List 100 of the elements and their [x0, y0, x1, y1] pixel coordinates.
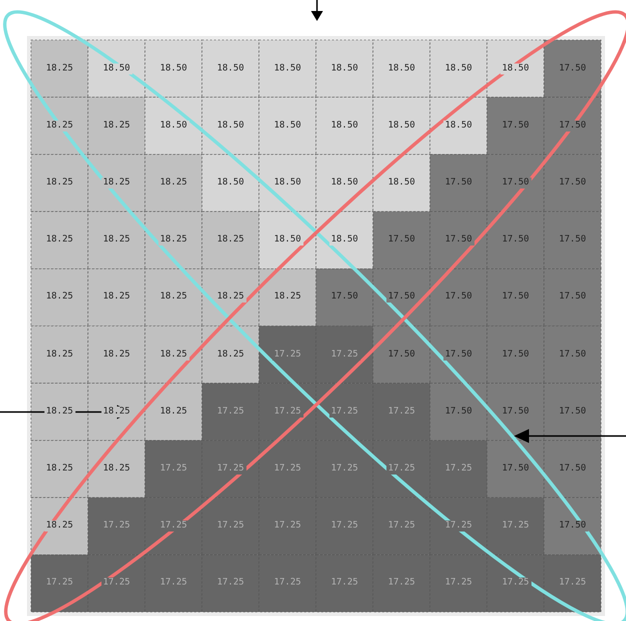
data-label: 18.25 — [100, 464, 132, 474]
data-label: 17.25 — [158, 520, 190, 532]
data-label: 18.50 — [328, 63, 360, 74]
data-label: 17.25 — [442, 520, 474, 532]
data-label: 17.25 — [328, 520, 360, 532]
data-label: 18.25 — [44, 63, 76, 74]
data-label: 17.50 — [556, 292, 588, 303]
data-label: 18.50 — [386, 178, 418, 188]
data-label: 18.50 — [272, 234, 304, 246]
data-label: 17.50 — [556, 464, 588, 474]
data-label: 18.50 — [386, 120, 418, 132]
data-label: 17.25 — [386, 520, 418, 532]
data-label: 17.50 — [442, 406, 474, 418]
data-label: 17.50 — [500, 349, 532, 360]
data-label: 17.25 — [556, 578, 588, 589]
data-label: 17.25 — [386, 406, 418, 418]
data-label: 18.50 — [386, 63, 418, 74]
data-label: 18.25 — [44, 120, 76, 132]
data-label: 17.25 — [100, 578, 132, 589]
data-label: 18.50 — [214, 63, 246, 74]
data-label: 17.25 — [500, 520, 532, 532]
data-label: 17.50 — [500, 406, 532, 418]
data-label: 17.50 — [500, 120, 532, 132]
data-label: 18.25 — [44, 464, 76, 474]
data-label: 18.25 — [44, 234, 76, 246]
data-label: 18.50 — [272, 63, 304, 74]
data-label: 17.25 — [442, 578, 474, 589]
data-label: 17.25 — [272, 520, 304, 532]
data-label: 17.50 — [500, 292, 532, 303]
data-label: 17.25 — [214, 406, 246, 418]
data-label: 17.25 — [158, 578, 190, 589]
data-label: 18.50 — [328, 234, 360, 246]
data-label: 17.50 — [442, 292, 474, 303]
data-label: 18.25 — [158, 292, 190, 303]
data-label: 17.25 — [214, 578, 246, 589]
data-label: 17.50 — [556, 406, 588, 418]
data-label: 17.50 — [556, 178, 588, 188]
data-label: 17.50 — [556, 120, 588, 132]
data-label: 18.50 — [214, 120, 246, 132]
data-label: 18.50 — [158, 63, 190, 74]
data-label: 18.25 — [158, 349, 190, 360]
data-label: 18.25 — [100, 406, 132, 418]
data-label: 17.50 — [386, 234, 418, 246]
data-label: 17.50 — [556, 234, 588, 246]
data-label: 17.25 — [328, 349, 360, 360]
data-label: 17.25 — [272, 349, 304, 360]
data-label: 18.25 — [44, 178, 76, 188]
data-label: 17.25 — [272, 578, 304, 589]
data-label: 17.25 — [328, 464, 360, 474]
data-label: 18.25 — [158, 178, 190, 188]
data-label: 18.25 — [272, 292, 304, 303]
data-label: 18.25 — [100, 178, 132, 188]
data-label: 17.25 — [386, 464, 418, 474]
data-label: 17.50 — [500, 234, 532, 246]
data-label: 18.50 — [442, 63, 474, 74]
data-label: 18.25 — [44, 520, 76, 532]
data-label: 17.50 — [386, 349, 418, 360]
data-label: 18.50 — [328, 178, 360, 188]
data-label: 18.50 — [442, 120, 474, 132]
data-label: 18.25 — [100, 349, 132, 360]
data-label: 17.25 — [44, 578, 76, 589]
data-label: 18.25 — [158, 406, 190, 418]
data-label: 17.50 — [556, 349, 588, 360]
data-label: 17.50 — [386, 292, 418, 303]
data-label: 17.50 — [556, 63, 588, 74]
data-label: 17.50 — [442, 234, 474, 246]
data-label: 18.50 — [100, 63, 132, 74]
data-label: 17.25 — [328, 578, 360, 589]
data-label: 18.50 — [500, 63, 532, 74]
data-label: 18.25 — [44, 406, 76, 418]
data-label: 17.50 — [328, 292, 360, 303]
data-label: 17.25 — [100, 520, 132, 532]
data-label: 17.50 — [442, 178, 474, 188]
data-label: 18.25 — [214, 234, 246, 246]
data-label: 18.25 — [100, 120, 132, 132]
data-label: 18.25 — [44, 292, 76, 303]
data-label: 17.25 — [272, 406, 304, 418]
data-label: 17.25 — [328, 406, 360, 418]
data-label: 17.25 — [386, 578, 418, 589]
data-label: 18.25 — [214, 292, 246, 303]
data-label: 17.25 — [158, 464, 190, 474]
data-label: 17.25 — [272, 464, 304, 474]
data-label: 18.50 — [272, 178, 304, 188]
data-label: 17.50 — [442, 349, 474, 360]
data-label: 18.50 — [214, 178, 246, 188]
data-label: 18.50 — [328, 120, 360, 132]
data-label: 17.25 — [214, 464, 246, 474]
data-label: 18.25 — [158, 234, 190, 246]
data-label: 17.50 — [500, 178, 532, 188]
data-label: 18.50 — [272, 120, 304, 132]
data-label: 18.25 — [214, 349, 246, 360]
data-label: 18.25 — [44, 349, 76, 360]
data-label: 18.25 — [100, 292, 132, 303]
data-label: 17.25 — [500, 578, 532, 589]
data-label: 17.50 — [556, 520, 588, 532]
data-label: 17.50 — [500, 464, 532, 474]
data-label: 17.25 — [442, 464, 474, 474]
data-label: 17.25 — [214, 520, 246, 532]
data-label: 18.50 — [158, 120, 190, 132]
data-label: 18.25 — [100, 234, 132, 246]
